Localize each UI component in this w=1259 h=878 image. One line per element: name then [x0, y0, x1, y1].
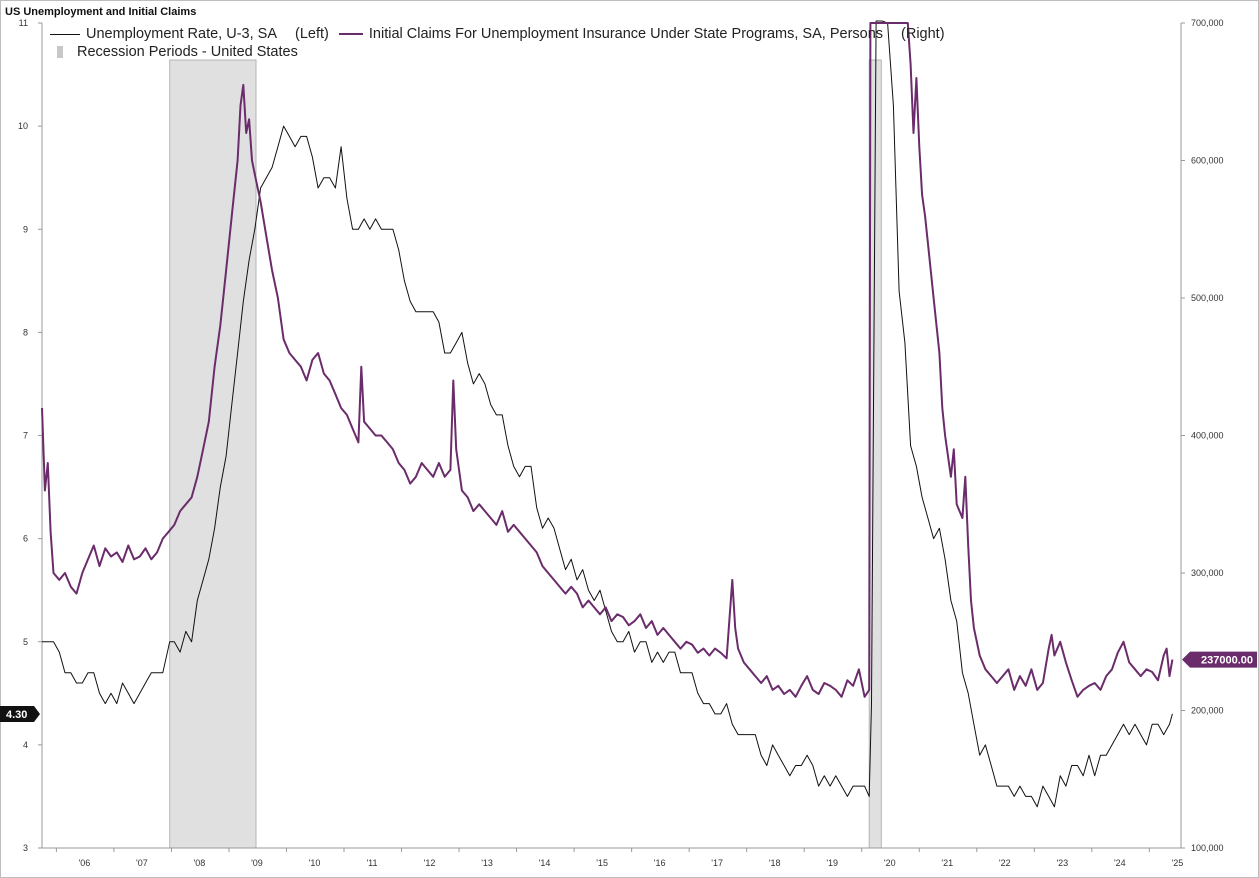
x-tick-label: '11	[366, 858, 377, 868]
x-tick-label: '09	[251, 858, 263, 868]
right-tick-label: 400,000	[1191, 431, 1224, 441]
x-tick-label: '22	[999, 858, 1011, 868]
x-tick-label: '06	[79, 858, 91, 868]
x-tick-label: '18	[769, 858, 781, 868]
right-tick-label: 100,000	[1191, 843, 1224, 853]
x-tick-label: '21	[941, 858, 953, 868]
x-tick-label: '19	[826, 858, 838, 868]
x-tick-label: '15	[596, 858, 608, 868]
x-tick-label: '24	[1114, 858, 1126, 868]
legend-swatch-claims	[338, 33, 363, 36]
left-tick-label: 3	[23, 843, 28, 853]
x-tick-label: '14	[539, 858, 551, 868]
right-tick-label: 300,000	[1191, 568, 1224, 578]
left-tick-label: 10	[18, 121, 28, 131]
x-tick-label: '12	[424, 858, 436, 868]
x-tick-label: '16	[654, 858, 666, 868]
right-tick-label: 500,000	[1191, 293, 1224, 303]
chart-title: US Unemployment and Initial Claims	[5, 6, 197, 18]
unemployment-last-value-label: 4.30	[6, 709, 27, 721]
legend-label-claims: Initial Claims For Unemployment Insuranc…	[368, 26, 884, 42]
x-tick-label: '25	[1171, 858, 1183, 868]
x-tick-label: '07	[136, 858, 148, 868]
legend-axis-claims: (Right)	[901, 26, 945, 42]
right-tick-label: 700,000	[1191, 18, 1224, 28]
left-tick-label: 6	[23, 534, 28, 544]
legend-swatch-unemployment	[50, 33, 80, 35]
left-tick-label: 4	[23, 740, 28, 750]
right-tick-label: 600,000	[1191, 156, 1224, 166]
x-tick-label: '23	[1056, 858, 1068, 868]
left-tick-label: 9	[23, 224, 28, 234]
x-tick-label: '17	[711, 858, 723, 868]
legend-label-unemployment: Unemployment Rate, U-3, SA	[86, 26, 277, 42]
left-tick-label: 11	[19, 18, 28, 28]
legend-swatch-recession	[57, 46, 63, 59]
recession-band-1	[169, 59, 257, 849]
x-tick-label: '13	[481, 858, 493, 868]
claims-last-value-badge	[1182, 651, 1257, 668]
initial-claims-line	[41, 22, 1174, 698]
legend-label-recession: Recession Periods - United States	[77, 44, 298, 60]
legend-row-2: Recession Periods - United States	[45, 44, 298, 60]
left-tick-label: 8	[23, 327, 28, 337]
left-tick-label: 7	[23, 431, 28, 441]
right-tick-label: 200,000	[1191, 706, 1224, 716]
x-tick-label: '10	[309, 858, 321, 868]
left-tick-label: 5	[23, 637, 28, 647]
x-tick-label: '20	[884, 858, 896, 868]
legend-axis-unemployment: (Left)	[295, 26, 329, 42]
x-tick-label: '08	[194, 858, 206, 868]
unemployment-rate-line	[42, 20, 1173, 808]
legend-row-1: Unemployment Rate, U-3, SA (Left) Initial…	[50, 26, 945, 42]
claims-last-value-label: 237000.00	[1201, 655, 1253, 667]
unemployment-last-value-badge	[0, 705, 40, 722]
